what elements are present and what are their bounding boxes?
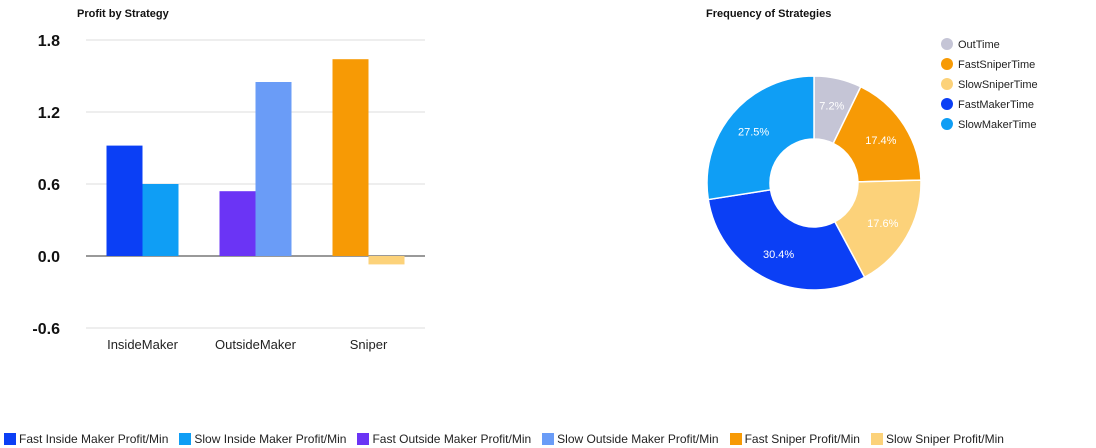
pie-chart-slice-labels: 7.2% 17.4% 17.6% 30.4% 27.5%: [738, 101, 899, 262]
legend-item: Slow Inside Maker Profit/Min: [179, 432, 346, 446]
slice-label: 7.2%: [819, 101, 844, 113]
legend-label: Fast Outside Maker Profit/Min: [372, 432, 532, 446]
bar-chart-title: Profit by Strategy: [77, 8, 170, 20]
pie-chart-legend: OutTime FastSniperTime SlowSniperTime FastM…: [941, 38, 1038, 131]
slice-label: 27.5%: [738, 126, 769, 138]
legend-marker: [941, 98, 953, 110]
bar: [255, 82, 292, 256]
bar-chart-x-axis: InsideMaker OutsideMaker Sniper: [107, 337, 388, 352]
y-tick-label: 1.8: [38, 33, 60, 50]
slice-label: 17.4%: [865, 135, 896, 147]
legend-swatch: [357, 433, 370, 445]
y-tick-label: 0.6: [38, 177, 60, 194]
legend-label: Slow Inside Maker Profit/Min: [194, 432, 347, 446]
bar-chart-y-axis: 1.8 1.2 0.6 0.0 -0.6: [32, 33, 60, 338]
legend-marker: [941, 58, 953, 70]
legend-swatch: [4, 433, 16, 445]
legend-label: Fast Sniper Profit/Min: [744, 432, 860, 446]
pie-slice: [707, 188, 866, 291]
bar: [368, 256, 405, 265]
legend-swatch: [542, 433, 555, 445]
legend-label: SlowMakerTime: [958, 119, 1036, 131]
y-tick-label: -0.6: [32, 321, 60, 338]
pie-chart-slices: [706, 75, 922, 291]
bar-chart-legend: Fast Inside Maker Profit/Min Slow Inside …: [4, 430, 1094, 448]
slice-label: 30.4%: [763, 249, 794, 261]
bar: [219, 191, 256, 256]
pie-chart: Frequency of Strategies 7.2% 17.4% 17.6% 30…: [706, 8, 1038, 291]
legend-swatch: [870, 433, 883, 445]
legend-marker: [941, 118, 953, 130]
legend-swatch: [729, 433, 742, 445]
bar-chart: Profit by Strategy 1.8 1.2 0.6 0.0 -0.6 Insi…: [32, 8, 425, 352]
legend-item: Slow Sniper Profit/Min: [870, 432, 1004, 446]
pie-slice: [706, 75, 815, 201]
legend-label: Slow Sniper Profit/Min: [885, 432, 1004, 446]
y-tick-label: 0.0: [38, 249, 60, 266]
legend-marker: [941, 38, 953, 50]
pie-chart-title: Frequency of Strategies: [706, 8, 831, 20]
legend-item: Fast Inside Maker Profit/Min: [4, 432, 168, 446]
pie-slice: [832, 85, 922, 183]
legend-item: Slow Outside Maker Profit/Min: [542, 432, 719, 446]
legend-swatch: [179, 433, 192, 445]
legend-label: Slow Outside Maker Profit/Min: [557, 432, 719, 446]
x-tick-label: InsideMaker: [107, 337, 178, 352]
legend-item: Fast Outside Maker Profit/Min: [357, 432, 531, 446]
slice-label: 17.6%: [867, 218, 898, 230]
pie-slice: [833, 179, 922, 279]
legend-label: FastMakerTime: [958, 99, 1034, 111]
bar: [106, 145, 143, 256]
legend-label: FastSniperTime: [958, 59, 1035, 71]
legend-label: SlowSniperTime: [958, 79, 1038, 91]
y-tick-label: 1.2: [38, 105, 60, 122]
x-tick-label: OutsideMaker: [215, 337, 297, 352]
legend-label: Fast Inside Maker Profit/Min: [19, 432, 169, 446]
bar: [332, 59, 369, 257]
bar-chart-bars: [106, 59, 405, 265]
legend-marker: [941, 78, 953, 90]
x-tick-label: Sniper: [350, 337, 388, 352]
legend-item: Fast Sniper Profit/Min: [729, 432, 860, 446]
bar: [142, 184, 179, 256]
legend-label: OutTime: [958, 39, 1000, 51]
